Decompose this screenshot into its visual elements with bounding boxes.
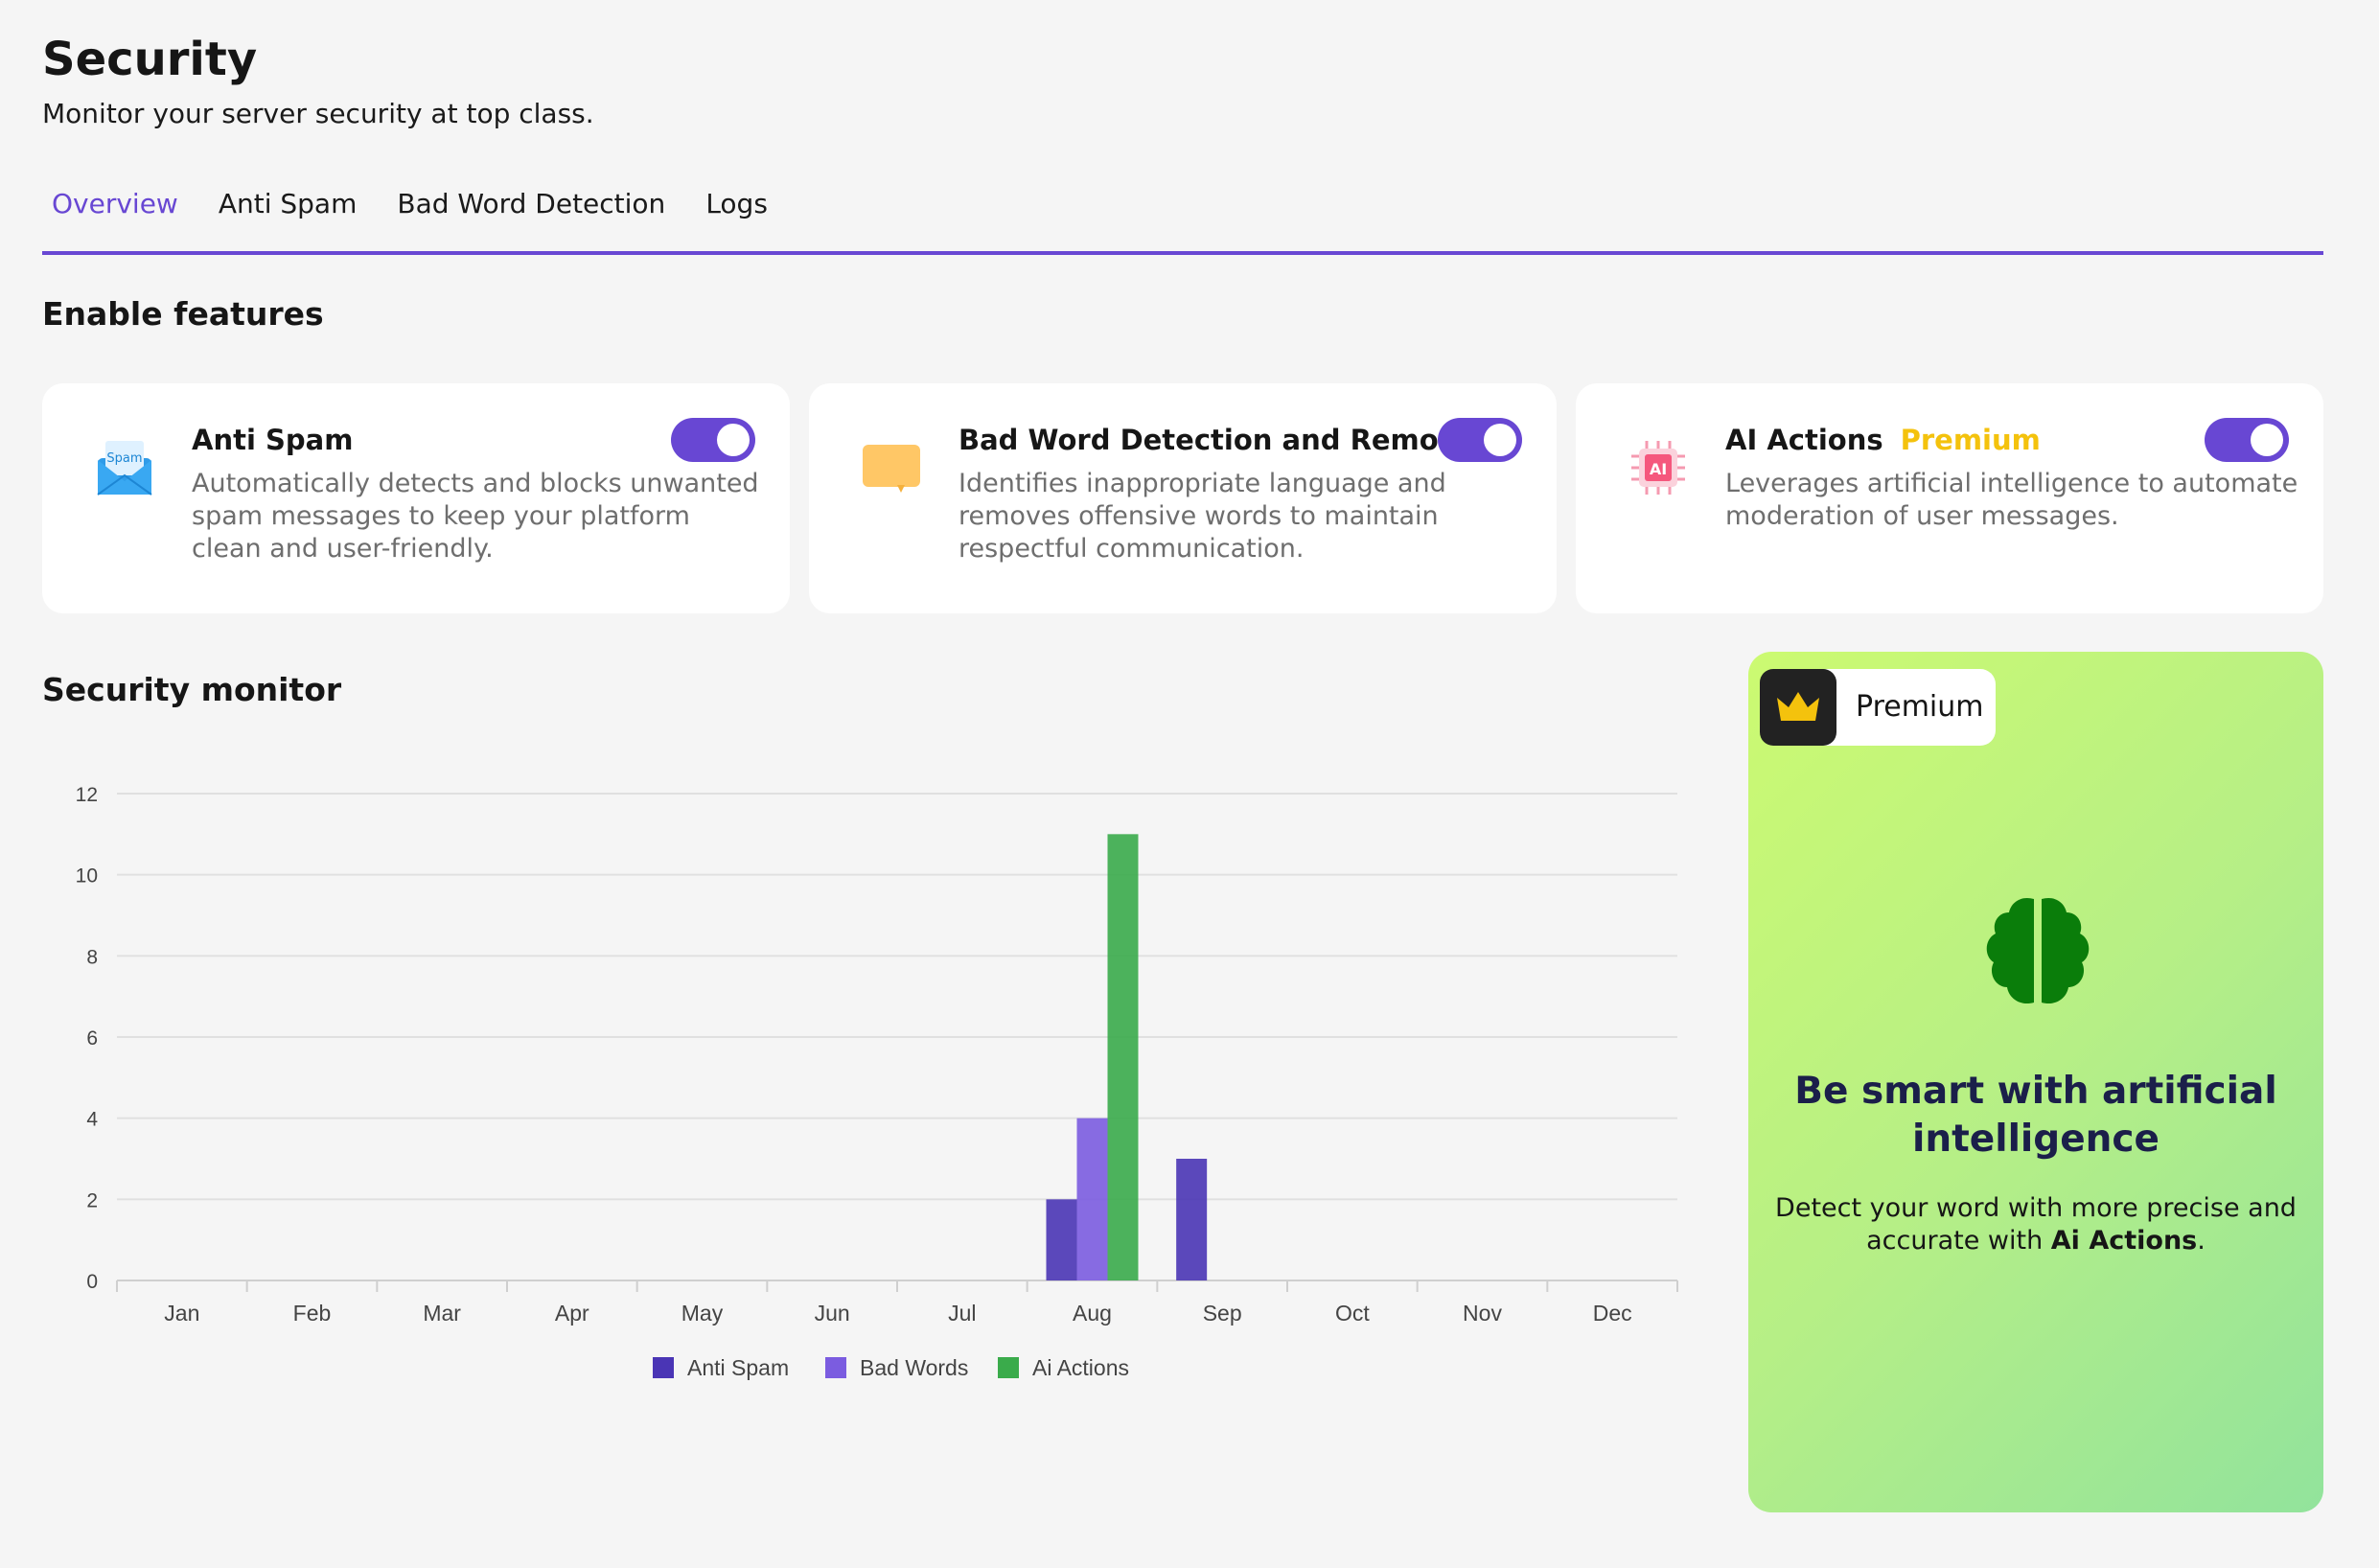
ai-actions-toggle[interactable] (2205, 418, 2289, 462)
chat-bubble-icon (863, 445, 920, 493)
bar-anti-spam (1176, 1159, 1208, 1280)
crown-box (1760, 669, 1836, 746)
toggle-knob (1484, 424, 1516, 456)
toggle-knob (717, 424, 750, 456)
ai-chip-icon: AI (1631, 441, 1685, 495)
tab-logs[interactable]: Logs (705, 188, 768, 219)
x-tick-label: Nov (1463, 1301, 1502, 1326)
feature-title-text: Bad Word Detection and Removal (959, 424, 1486, 456)
x-tick-label: Jan (164, 1301, 199, 1326)
x-tick-label: May (681, 1301, 724, 1326)
feature-card-ai-actions: AI AI Actions Premium Leverages artificia… (1576, 383, 2323, 613)
premium-badge: Premium (1900, 424, 2041, 456)
feature-description: Identifies inappropriate language and re… (959, 469, 1446, 564)
features-section-title: Enable features (42, 295, 324, 333)
feature-title-text: AI Actions (1725, 424, 1883, 456)
x-tick-label: Apr (555, 1301, 589, 1326)
monitor-section-title: Security monitor (42, 671, 342, 708)
ai-icon-text: AI (1650, 460, 1667, 478)
page-subtitle: Monitor your server security at top clas… (42, 98, 594, 129)
feature-description: Leverages artificial intelligence to aut… (1725, 469, 2298, 531)
spam-mail-icon: Spam (97, 441, 152, 496)
x-tick-label: Aug (1073, 1301, 1112, 1326)
feature-title: Bad Word Detection and Removal (959, 424, 1485, 456)
page-title: Security (42, 33, 258, 86)
premium-label: Premium (1856, 690, 1984, 724)
x-tick-label: Jun (815, 1301, 850, 1326)
x-tick-label: Feb (293, 1301, 332, 1326)
legend-swatch (653, 1357, 674, 1378)
feature-description: Automatically detects and blocks unwante… (192, 469, 759, 564)
y-tick-label: 10 (76, 865, 98, 888)
y-tick-label: 0 (86, 1271, 98, 1293)
premium-desc-text: Detect your word with more precise and a… (1775, 1193, 2297, 1256)
legend-swatch (998, 1357, 1019, 1378)
x-tick-label: Jul (948, 1301, 976, 1326)
x-tick-label: Sep (1203, 1301, 1242, 1326)
toggle-knob (2251, 424, 2283, 456)
x-tick-label: Dec (1593, 1301, 1632, 1326)
tab-bar: Overview Anti Spam Bad Word Detection Lo… (42, 188, 2323, 255)
feature-title: AI Actions Premium (1725, 424, 2041, 456)
tab-bad-word-detection[interactable]: Bad Word Detection (397, 188, 666, 219)
chart-svg: 0 2 4 6 8 10 12 Jan Feb Mar Apr May Jun Jul Aug Sep Oct N… (76, 784, 1678, 1380)
x-tick-label: Mar (423, 1301, 461, 1326)
feature-card-bad-word: Bad Word Detection and Removal Identifie… (809, 383, 1557, 613)
brain-icon (1986, 897, 2090, 1004)
bad-word-toggle[interactable] (1438, 418, 1522, 462)
tab-overview[interactable]: Overview (52, 188, 178, 219)
y-tick-label: 8 (86, 946, 98, 968)
premium-promo-card[interactable]: Premium Be smart with artificial intelli… (1748, 652, 2323, 1512)
premium-desc-highlight: Ai Actions (2050, 1226, 2198, 1256)
legend-swatch (825, 1357, 846, 1378)
spam-icon-text: Spam (106, 451, 142, 466)
y-tick-label: 6 (86, 1027, 98, 1049)
bar-ai-actions (1107, 834, 1139, 1280)
bar-anti-spam (1046, 1199, 1077, 1280)
y-tick-label: 4 (86, 1109, 98, 1131)
legend-label: Anti Spam (687, 1355, 789, 1380)
security-monitor-chart: 0 2 4 6 8 10 12 Jan Feb Mar Apr May Jun Jul Aug Sep Oct N… (42, 757, 1710, 1428)
y-tick-label: 12 (76, 784, 98, 806)
tab-anti-spam[interactable]: Anti Spam (218, 188, 358, 219)
feature-title: Anti Spam (192, 424, 353, 456)
crown-icon (1777, 692, 1819, 721)
legend-label: Bad Words (860, 1355, 968, 1380)
x-tick-label: Oct (1335, 1301, 1370, 1326)
premium-desc-suffix: . (2197, 1226, 2206, 1256)
feature-title-text: Anti Spam (192, 424, 354, 456)
premium-pill: Premium (1760, 669, 1996, 746)
premium-heading: Be smart with artificial intelligence (1794, 1070, 2277, 1161)
legend-label: Ai Actions (1032, 1355, 1129, 1380)
premium-description: Detect your word with more precise and a… (1767, 1192, 2304, 1257)
bar-bad-words (1076, 1118, 1108, 1280)
anti-spam-toggle[interactable] (671, 418, 755, 462)
feature-card-anti-spam: Spam Anti Spam Automatically detects and… (42, 383, 790, 613)
feature-cards: Spam Anti Spam Automatically detects and… (42, 383, 2323, 613)
security-page: Security Monitor your server security at… (42, 0, 2323, 1568)
y-tick-label: 2 (86, 1189, 98, 1211)
